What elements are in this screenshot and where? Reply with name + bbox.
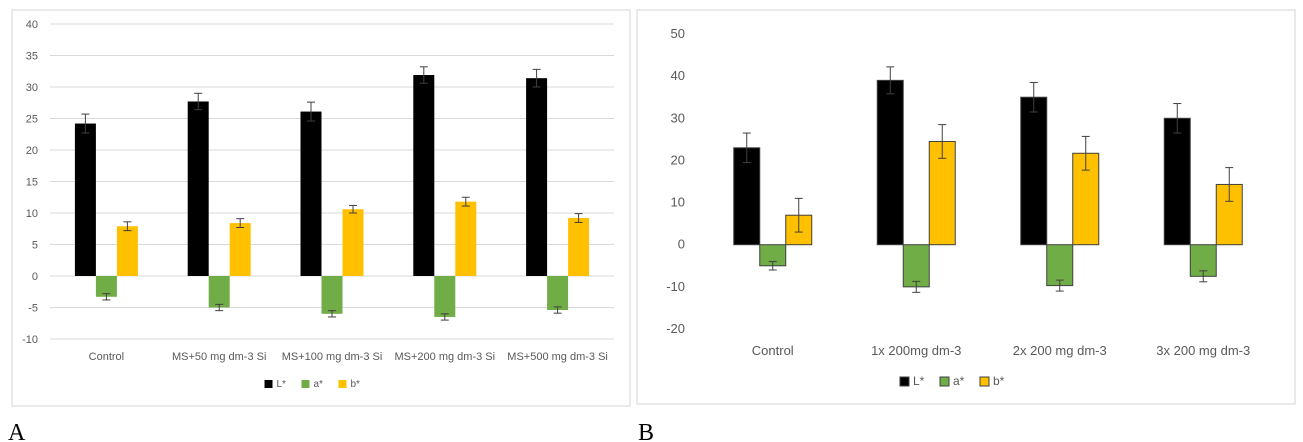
y-tick-label: 15: [26, 177, 38, 189]
x-category-label: 3x 200 mg dm-3: [1156, 343, 1250, 358]
bar-L-2: [1020, 96, 1048, 246]
panel-a-label: A: [8, 420, 26, 442]
legend-swatch: [899, 376, 910, 387]
legend-swatch: [979, 376, 990, 387]
y-tick-label: 50: [671, 26, 685, 41]
legend-swatch: [301, 380, 310, 388]
bar-b-3: [455, 201, 477, 276]
bar-a-0: [95, 276, 117, 297]
y-tick-label: -10: [666, 279, 685, 294]
bar-a-2: [1046, 244, 1074, 287]
y-tick-label: 40: [26, 19, 38, 31]
bar-a-2: [321, 276, 343, 314]
y-tick-label: -10: [22, 334, 38, 346]
x-category-label: MS+100 mg dm-3 Si: [282, 351, 383, 363]
y-tick-label: 0: [678, 237, 685, 252]
panel-b-chart: -20 -10 0 10 20 30 40 50 Control 1x 200mg dm-3 2x …: [666, 26, 1250, 388]
y-tick-label: 20: [671, 152, 685, 167]
legend-label: L*: [277, 379, 287, 390]
x-category-label: MS+50 mg dm-3 Si: [172, 351, 266, 363]
y-tick-label: 10: [26, 208, 38, 220]
x-category-label: 1x 200mg dm-3: [871, 343, 961, 358]
bar-b-0: [116, 226, 138, 276]
bar-L-3: [1163, 117, 1191, 246]
bar-a-4: [547, 276, 569, 311]
bar-a-1: [902, 244, 930, 288]
bar-a-1: [208, 276, 230, 308]
x-category-label: MS+200 mg dm-3 Si: [395, 351, 496, 363]
y-tick-label: 20: [26, 145, 38, 157]
legend-label: a*: [314, 379, 324, 390]
y-tick-label: 40: [671, 68, 685, 83]
x-category-label: 2x 200 mg dm-3: [1013, 343, 1107, 358]
y-tick-label: -20: [666, 321, 685, 336]
legend-label: b*: [351, 379, 361, 390]
bar-b-1: [229, 223, 251, 276]
y-tick-label: 25: [26, 114, 38, 126]
y-tick-label: 0: [32, 271, 38, 283]
y-tick-label: 30: [671, 110, 685, 125]
y-tick-label: -5: [28, 303, 38, 315]
bar-L-4: [526, 78, 548, 277]
bar-L-2: [300, 111, 322, 276]
panel-a-chart: -10 -5 0 5 10 15 20 25 30 35 40 Control MS+50 mg dm-…: [22, 19, 614, 390]
y-tick-label: 35: [26, 51, 38, 63]
bar-L-1: [876, 79, 904, 246]
legend-swatch: [939, 376, 950, 387]
x-category-label: MS+500 mg dm-3 Si: [507, 351, 608, 363]
bar-L-1: [187, 101, 209, 277]
panel-b-label: B: [638, 420, 654, 442]
legend-label: a*: [953, 374, 965, 388]
x-category-label: Control: [752, 343, 794, 358]
bar-L-0: [74, 123, 96, 276]
legend-label: b*: [993, 374, 1005, 388]
bar-L-3: [413, 75, 435, 276]
x-category-label: Control: [89, 351, 124, 363]
bar-L-0: [733, 147, 761, 246]
bar-b-4: [568, 218, 590, 276]
bar-b-2: [342, 209, 364, 276]
bar-a-3: [434, 276, 456, 317]
legend-swatch: [264, 380, 273, 388]
y-tick-label: 5: [32, 240, 38, 252]
y-tick-label: 10: [671, 195, 685, 210]
legend-label: L*: [913, 374, 925, 388]
y-tick-label: 30: [26, 82, 38, 94]
legend-swatch: [338, 380, 347, 388]
